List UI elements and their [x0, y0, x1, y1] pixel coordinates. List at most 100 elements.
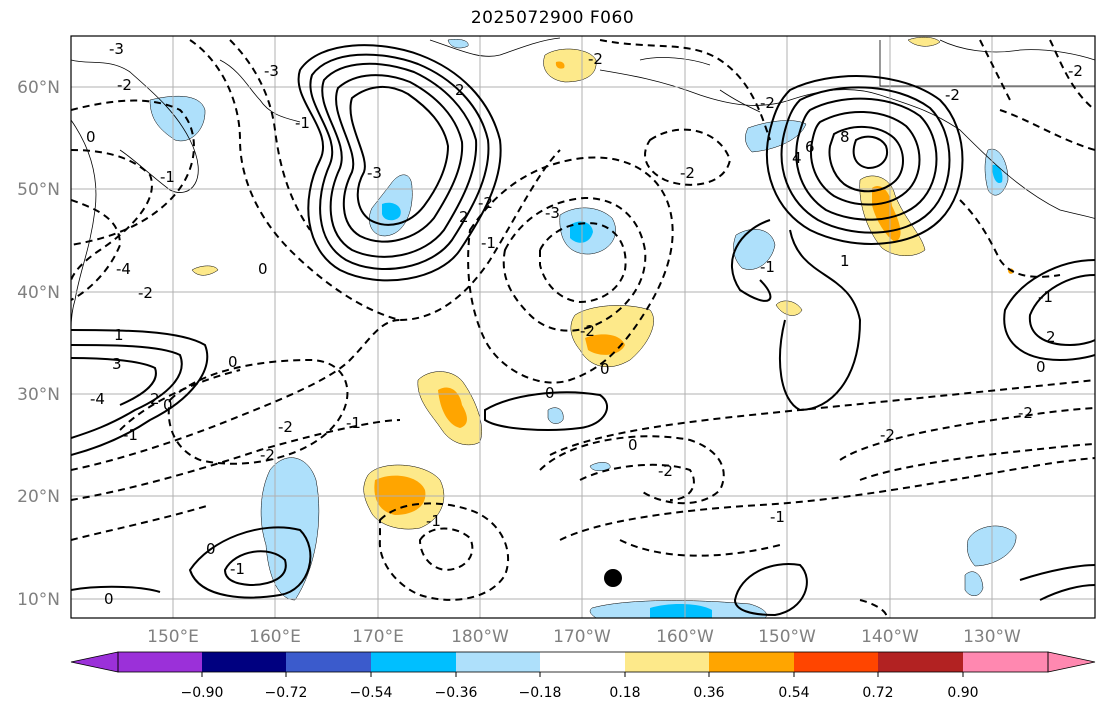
- contour-label: 0: [258, 260, 268, 278]
- colorbar-extend-right: [1048, 652, 1095, 672]
- pos-patch: [191, 265, 219, 276]
- pos-patch: [438, 387, 467, 428]
- colorbar-segment: [963, 652, 1048, 672]
- lon-label: 130°W: [963, 627, 1021, 647]
- contour-label: 1: [840, 252, 850, 270]
- colorbar-segment: [794, 652, 878, 672]
- contour-label: -2: [588, 50, 603, 68]
- contour-label: 0: [600, 360, 610, 378]
- neg-patch: [964, 571, 984, 596]
- contour-label: -1: [295, 114, 310, 132]
- lon-label: 150°W: [758, 627, 816, 647]
- contour-label: 1: [114, 326, 124, 344]
- contour-label: 6: [805, 138, 815, 156]
- contour-label: -2: [478, 194, 493, 212]
- neg-patch: [745, 120, 807, 153]
- contour-label: 0: [206, 540, 216, 558]
- contour-label: -4: [90, 390, 105, 408]
- colorbar-segment: [286, 652, 371, 672]
- contour-label: -1: [426, 512, 441, 530]
- coastlines: [71, 37, 1095, 331]
- neg-patch: [589, 462, 611, 471]
- lon-label: 170°W: [553, 627, 611, 647]
- colorbar-tick-label: 0.90: [947, 685, 978, 701]
- contour-lines: [71, 44, 1095, 617]
- contour-label: 2: [459, 208, 469, 226]
- colorbar-segment: [878, 652, 963, 672]
- contour-label: -2: [945, 86, 960, 104]
- colorbar: −0.90 −0.72 −0.54 −0.36 −0.18 0.18 0.36 0.54 0.7…: [70, 651, 1096, 701]
- lon-label: 140°W: [861, 627, 919, 647]
- map-frame: [70, 35, 1096, 619]
- contour-label: -1: [481, 234, 496, 252]
- pos-patch: [907, 37, 941, 47]
- contour-label: -3: [264, 62, 279, 80]
- contour-label: -3: [545, 204, 560, 222]
- contour-label: 2: [150, 390, 160, 408]
- lat-label: 20°N: [17, 487, 60, 507]
- contour-label: -2: [880, 426, 895, 444]
- contour-label: 3: [112, 355, 122, 373]
- neg-patch: [547, 407, 564, 424]
- contour-label: 8: [840, 128, 850, 146]
- contour-label: -4: [116, 260, 131, 278]
- colorbar-segment: [709, 652, 794, 672]
- neg-patch: [447, 39, 469, 49]
- contour-label: 2: [455, 81, 465, 99]
- neg-patch: [650, 604, 712, 618]
- contour-label: 0: [104, 590, 114, 608]
- contour-label: -1: [1038, 288, 1053, 306]
- contour-label: -1: [230, 560, 245, 578]
- lat-label: 30°N: [17, 385, 60, 405]
- lon-label: 150°E: [147, 627, 199, 647]
- pos-patch: [543, 48, 597, 83]
- contour-label: -2: [1068, 62, 1083, 80]
- contour-label: 4: [792, 149, 802, 167]
- pos-patch: [775, 300, 803, 316]
- contour-label: -2: [760, 94, 775, 112]
- contour-label: 0: [86, 128, 96, 146]
- contour-label: 0: [1036, 358, 1046, 376]
- pos-patch: [872, 186, 901, 242]
- colorbar-segment: [456, 652, 540, 672]
- colorbar-segment: [118, 652, 202, 672]
- contour-lines-dashed: [71, 39, 1095, 618]
- gridlines: [71, 36, 1095, 618]
- lat-axis: 60°N 50°N 40°N 30°N 20°N 10°N: [17, 78, 60, 610]
- neg-patch: [382, 202, 401, 221]
- colorbar-tick-label: −0.54: [350, 685, 393, 701]
- colorbar-tick-label: −0.18: [519, 685, 562, 701]
- contour-label: -2: [658, 462, 673, 480]
- contour-label: -3: [109, 40, 124, 58]
- contour-label: 0: [163, 396, 173, 414]
- lon-label: 160°E: [249, 627, 301, 647]
- contour-label: -2: [260, 446, 275, 464]
- contour-label: 0: [545, 384, 555, 402]
- colorbar-tick-label: −0.72: [265, 685, 308, 701]
- contour-label: 0: [628, 436, 638, 454]
- contour-label: 0: [228, 353, 238, 371]
- colorbar-segment: [540, 652, 625, 672]
- contour-label: -2: [680, 164, 695, 182]
- contour-label: 2: [1046, 328, 1056, 346]
- lat-label: 40°N: [17, 283, 60, 303]
- map-title: 2025072900 F060: [470, 8, 635, 28]
- colorbar-extend-left: [71, 652, 118, 672]
- lat-label: 10°N: [17, 590, 60, 610]
- contour-label: -1: [123, 426, 138, 444]
- lon-label: 160°W: [656, 627, 714, 647]
- contour-label: -3: [367, 164, 382, 182]
- lon-axis: 150°E 160°E 170°E 180°W 170°W 160°W 150°…: [147, 627, 1021, 647]
- contour-label: -2: [580, 322, 595, 340]
- colorbar-tick-label: 0.54: [778, 685, 809, 701]
- contour-label: -1: [160, 168, 175, 186]
- colorbar-tick-label: −0.90: [181, 685, 224, 701]
- contour-label: -2: [138, 284, 153, 302]
- colorbar-tick-label: 0.36: [693, 685, 724, 701]
- contour-label: -2: [278, 418, 293, 436]
- lat-label: 50°N: [17, 180, 60, 200]
- lat-label: 60°N: [17, 78, 60, 98]
- colorbar-segment: [202, 652, 286, 672]
- colorbar-tick-label: 0.18: [609, 685, 640, 701]
